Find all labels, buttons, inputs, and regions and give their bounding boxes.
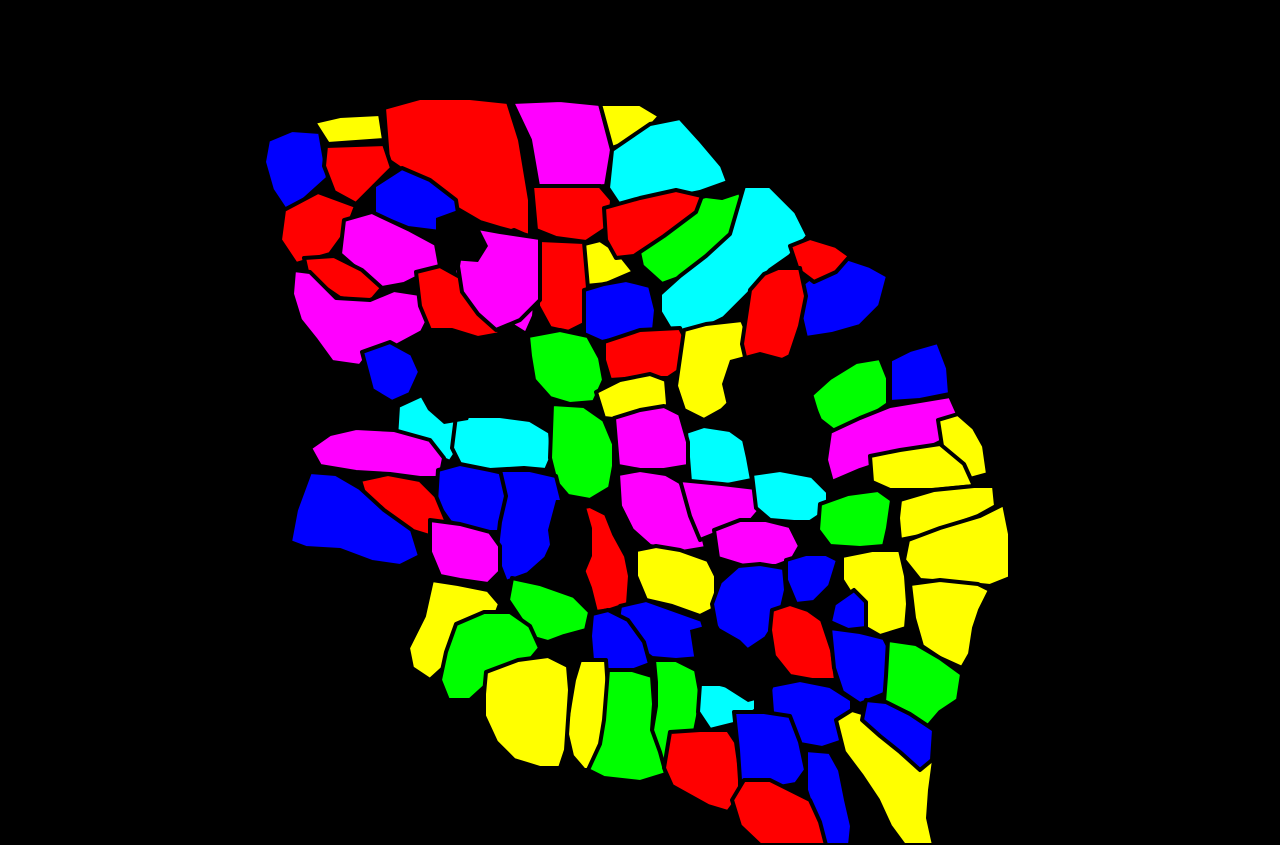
region-blue xyxy=(288,470,422,568)
region-yellow xyxy=(482,654,572,770)
region-magenta xyxy=(712,518,802,568)
region-red xyxy=(730,778,828,845)
region-blue xyxy=(784,552,840,606)
background-gap xyxy=(418,370,474,424)
region-cyan xyxy=(606,116,730,208)
region-red xyxy=(602,188,704,260)
background-gap xyxy=(548,500,592,584)
region-yellow xyxy=(908,578,992,670)
region-blue xyxy=(732,710,808,794)
region-blue xyxy=(710,562,788,652)
region-cyan xyxy=(658,184,810,334)
region-blue xyxy=(360,340,422,404)
region-magenta xyxy=(612,404,690,472)
region-red xyxy=(322,142,394,206)
background-gap xyxy=(436,210,488,262)
background-gap xyxy=(722,352,824,470)
region-blue xyxy=(494,468,564,584)
region-magenta xyxy=(510,98,614,190)
segmented-regions xyxy=(262,96,1012,845)
region-yellow xyxy=(902,502,1012,588)
region-cyan xyxy=(450,414,554,472)
region-green xyxy=(526,328,606,406)
region-red xyxy=(414,264,502,340)
region-magenta xyxy=(428,518,502,586)
region-green xyxy=(882,638,964,728)
dark-gaps xyxy=(418,210,824,702)
region-red xyxy=(530,184,614,244)
region-blue xyxy=(888,340,952,404)
region-red xyxy=(278,190,358,266)
region-blue xyxy=(860,698,936,772)
region-cyan xyxy=(750,468,830,524)
region-green xyxy=(816,488,894,550)
background-gap xyxy=(690,624,776,702)
region-blue xyxy=(588,608,652,672)
region-red xyxy=(536,238,590,334)
region-blue xyxy=(582,278,658,344)
region-blue xyxy=(828,588,868,632)
region-yellow xyxy=(312,112,386,146)
